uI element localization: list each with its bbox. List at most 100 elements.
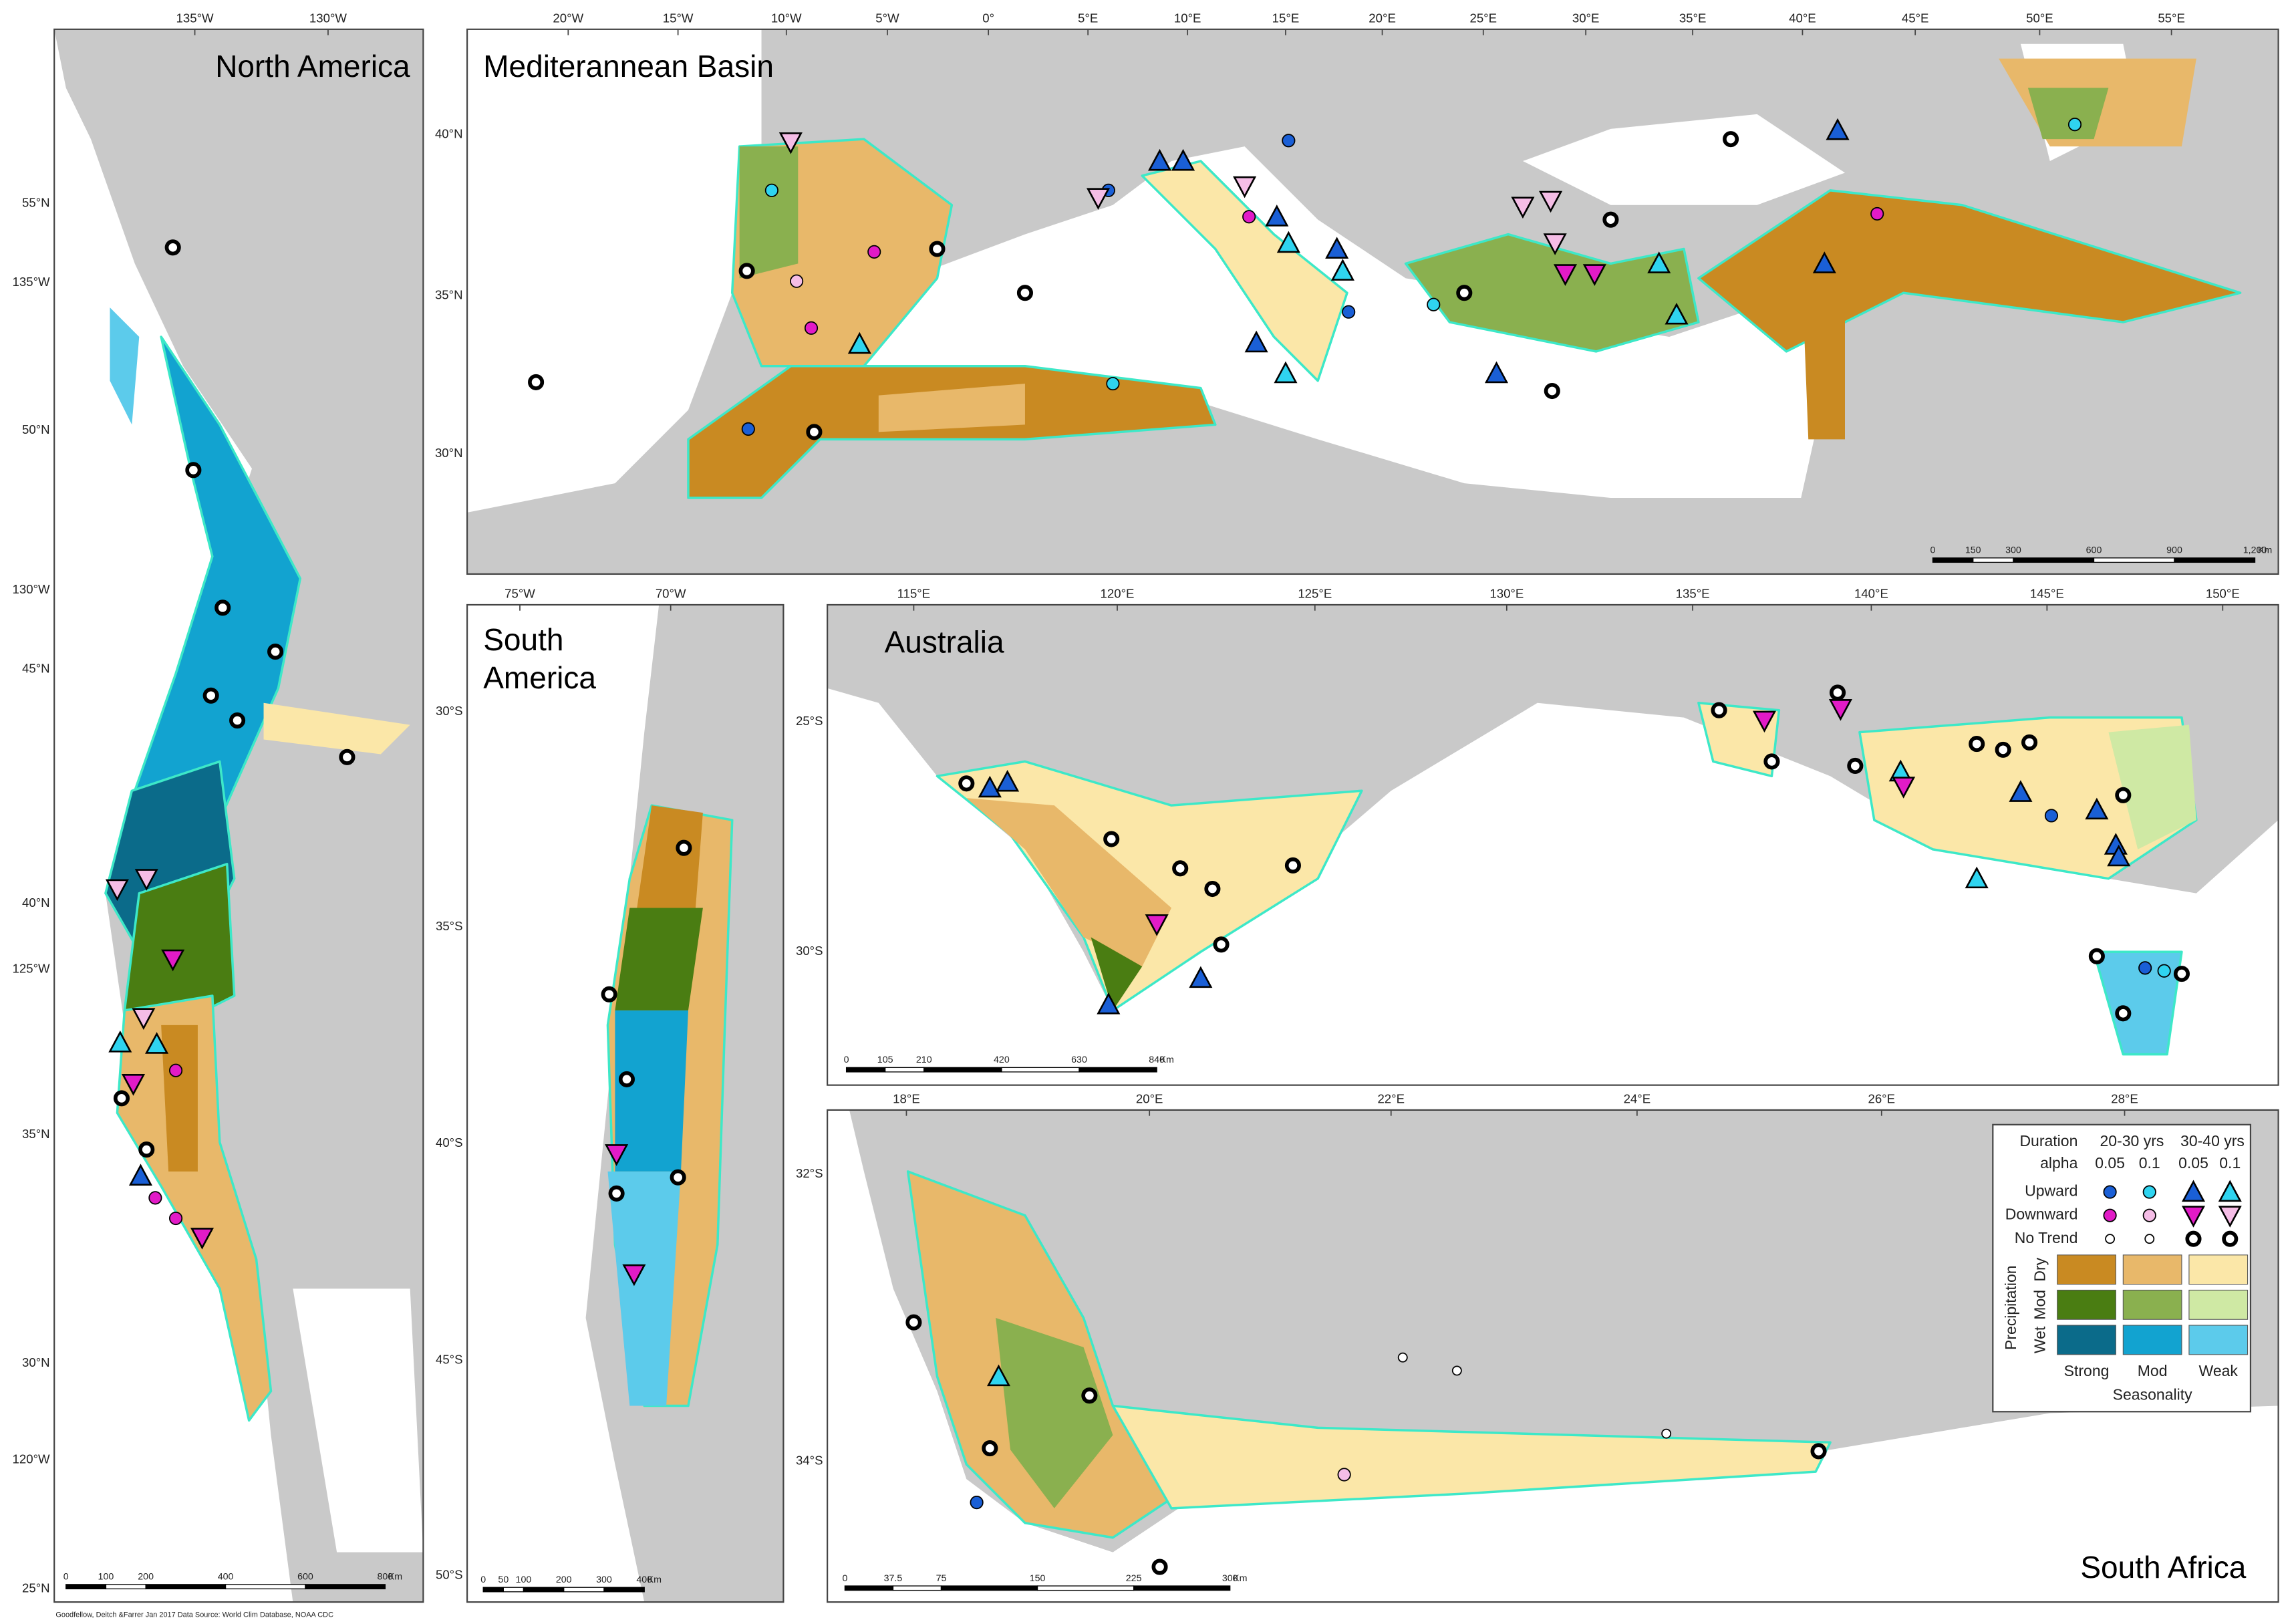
scale-label: Km <box>1160 1055 1174 1065</box>
no-trend-marker <box>1451 1365 1462 1376</box>
legend-swatch <box>2122 1289 2182 1320</box>
no-trend-marker <box>202 687 219 704</box>
no-trend-marker <box>738 263 755 279</box>
longitude-label: 28°E <box>2111 1091 2138 1105</box>
downward-marker <box>2218 1206 2242 1228</box>
latitude-label: 30°S <box>796 944 823 958</box>
upward-marker <box>2107 844 2131 867</box>
latitude-label: 45°N <box>22 661 50 675</box>
latitude-label: 35°S <box>436 919 463 933</box>
latitude-label: 40°S <box>436 1135 463 1149</box>
upward-marker <box>1647 251 1671 273</box>
legend-heading: 0.1 <box>2219 1154 2241 1172</box>
latitude-label: 30°N <box>22 1355 50 1369</box>
region <box>263 702 410 755</box>
upward-marker <box>1965 866 1989 889</box>
scale-label: 150 <box>1030 1573 1046 1584</box>
region <box>1404 233 1700 353</box>
latitude-label: 45°S <box>436 1353 463 1367</box>
no-trend-marker <box>670 1169 686 1186</box>
trend-marker <box>764 183 778 197</box>
latitude-label: 30°N <box>435 446 463 460</box>
panel-title-box: South America <box>483 624 596 695</box>
panel-title: North America <box>215 49 410 84</box>
upward-marker <box>1189 966 1213 988</box>
panel-border <box>827 1109 2279 1603</box>
region <box>966 798 1172 967</box>
trend-marker <box>2103 1185 2117 1199</box>
downward-marker <box>1553 264 1578 286</box>
scale-label: 600 <box>297 1572 313 1583</box>
longitude-label: 18°E <box>893 1091 920 1105</box>
legend-heading: Duration <box>2019 1132 2077 1149</box>
trend-marker <box>2142 1185 2156 1199</box>
scale-label: Km <box>2258 545 2272 556</box>
scale-bar-segment <box>1001 1067 1080 1073</box>
scale-label: 600 <box>2086 545 2102 556</box>
scale-label: 300 <box>596 1575 612 1585</box>
latitude-label: 34°S <box>796 1454 823 1468</box>
upward-marker <box>145 1032 169 1054</box>
scale-bar-segment <box>305 1584 386 1590</box>
upward-marker <box>1330 259 1354 281</box>
panel-title: Mediterannean Basin <box>483 49 774 84</box>
scale-bar-segment <box>885 1067 925 1073</box>
legend-swatch <box>2188 1289 2249 1320</box>
longitude-label: 20°E <box>1136 1091 1163 1105</box>
scale-label: 150 <box>1965 545 1981 556</box>
downward-marker <box>778 132 803 154</box>
no-trend-marker <box>2115 787 2132 803</box>
map-panel <box>467 29 2279 574</box>
downward-marker <box>2181 1206 2206 1228</box>
scale-bar-segment <box>65 1584 107 1590</box>
no-trend-marker <box>1151 1559 1168 1575</box>
longitude-label: 125°E <box>1298 587 1332 601</box>
region <box>2108 724 2196 849</box>
upward-marker <box>1147 148 1172 171</box>
legend-label: No Trend <box>2015 1229 2078 1246</box>
trend-marker <box>168 1063 183 1077</box>
no-trend-marker <box>982 1440 998 1457</box>
trend-marker <box>1870 207 1884 221</box>
trend-marker <box>2067 118 2082 132</box>
no-trend-marker <box>185 462 202 479</box>
no-trend-marker <box>1969 736 1985 753</box>
trend-marker <box>2157 964 2171 978</box>
legend-heading: 0.05 <box>2095 1154 2125 1172</box>
sea <box>467 29 762 513</box>
scale-label: 0 <box>842 1573 847 1584</box>
latitude-label: 125°W <box>13 961 50 975</box>
no-trend-marker <box>2144 1234 2155 1244</box>
scale-label: 0 <box>1930 545 1936 556</box>
scale-bar-segment <box>1079 1067 1157 1073</box>
longitude-label: 20°W <box>553 11 583 25</box>
upward-marker <box>986 1364 1011 1387</box>
no-trend-marker <box>1213 936 1230 953</box>
no-trend-marker <box>2088 948 2105 964</box>
panel-border <box>466 603 784 1603</box>
no-trend-marker <box>1081 1387 1098 1404</box>
land <box>54 29 424 1603</box>
upward-marker <box>2218 1180 2242 1202</box>
scale-label: 630 <box>1071 1055 1087 1065</box>
no-trend-marker <box>1661 1428 1672 1439</box>
downward-marker <box>132 1008 156 1030</box>
downward-marker <box>190 1228 214 1250</box>
trend-marker <box>741 422 755 436</box>
no-trend-marker <box>1847 757 1864 775</box>
no-trend-marker <box>1711 702 1727 718</box>
legend-swatch <box>2057 1325 2116 1355</box>
trend-marker <box>2103 1208 2117 1222</box>
no-trend-marker <box>608 1185 625 1202</box>
downward-marker <box>1828 699 1852 721</box>
longitude-label: 10°E <box>1174 11 1201 25</box>
map-panel <box>54 29 424 1603</box>
no-trend-marker <box>1456 285 1473 301</box>
scale-bar-segment <box>603 1587 645 1593</box>
latitude-label: 55°N <box>22 195 50 209</box>
scale-label: 840 <box>1149 1055 1165 1065</box>
legend-swatch <box>2057 1289 2116 1320</box>
longitude-label: 5°W <box>875 11 899 25</box>
no-trend-marker <box>929 241 946 257</box>
longitude-label: 5°E <box>1078 11 1098 25</box>
